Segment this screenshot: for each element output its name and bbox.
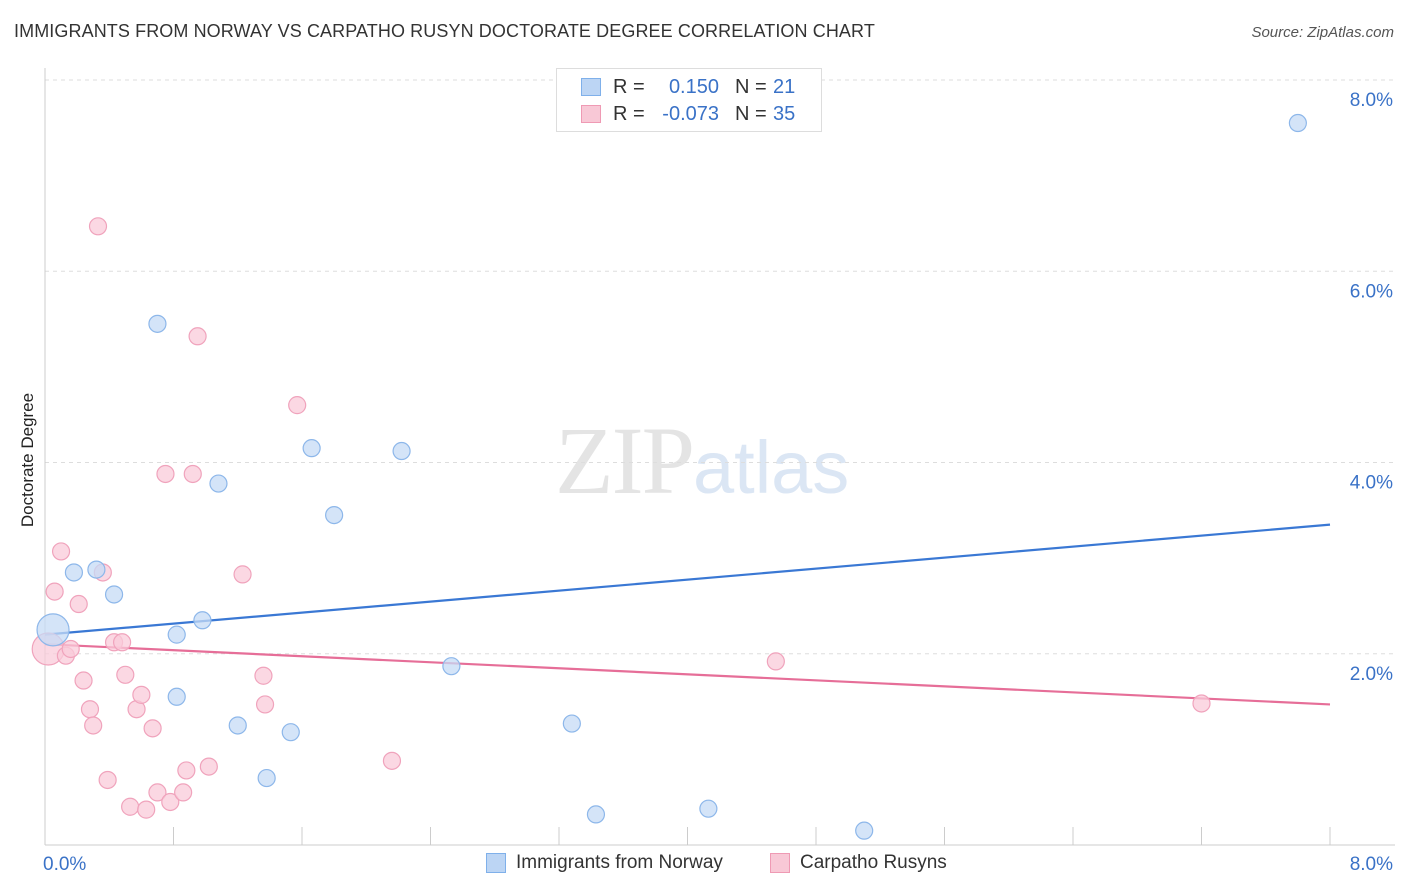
data-point (442, 657, 461, 676)
data-point (45, 582, 64, 601)
data-point (209, 474, 228, 493)
data-point (161, 792, 180, 812)
data-point (80, 700, 100, 719)
watermark-atlas: atlas (693, 426, 850, 509)
data-point (302, 439, 321, 458)
data-point (148, 314, 167, 333)
data-point (177, 761, 196, 780)
data-point (254, 666, 273, 685)
data-point (167, 687, 186, 706)
data-point (51, 542, 71, 561)
legend-n-value: 35 (773, 102, 796, 125)
data-point (84, 716, 103, 735)
correlation-legend: R = 0.150 N = 21 R = -0.073 N = 35 (556, 68, 822, 132)
trend-layer (44, 523, 1331, 706)
data-point (1192, 694, 1211, 713)
watermark-zip: ZIP (555, 407, 695, 514)
data-point (137, 800, 156, 819)
x-tick-label: 8.0% (1350, 854, 1393, 875)
data-point (112, 633, 132, 652)
legend-row-norway: R = 0.150 N = 21 (581, 76, 795, 98)
data-point (1288, 113, 1307, 133)
data-point (257, 768, 276, 788)
data-point (167, 625, 186, 644)
trend-line (44, 643, 1331, 706)
y-tick-label: 4.0% (1350, 473, 1393, 494)
legend-r-value: 0.150 (668, 75, 719, 98)
data-point (228, 716, 247, 735)
legend-swatch-norway (486, 853, 506, 873)
data-point (193, 611, 212, 630)
y-tick-label: 8.0% (1350, 90, 1393, 111)
data-point (855, 821, 874, 840)
legend-row-rusyn: R = -0.073 N = 35 (581, 103, 795, 125)
data-point (766, 652, 785, 671)
data-point (562, 714, 581, 733)
legend-series-name: Carpatho Rusyns (800, 852, 947, 873)
data-point (188, 327, 207, 346)
data-point (183, 464, 202, 484)
legend-r-label: R = (613, 102, 645, 125)
data-point (87, 560, 106, 579)
data-point (143, 719, 162, 738)
legend-r-label: R = (613, 75, 645, 98)
data-point (156, 464, 175, 484)
data-point (64, 563, 84, 582)
label-layer: 2.0% 4.0% 6.0% 8.0% 0.0% 8.0% (43, 90, 1393, 875)
data-point (61, 639, 80, 659)
watermark: ZIPatlas (555, 405, 849, 516)
data-point (88, 217, 108, 236)
data-point (98, 770, 117, 790)
source-label: Source: ZipAtlas.com (1251, 24, 1394, 41)
legend-n-value: 21 (773, 75, 796, 98)
data-point (116, 665, 135, 684)
legend-swatch-norway (581, 78, 601, 96)
legend-swatch-rusyn (770, 853, 790, 873)
y-tick-label: 2.0% (1350, 664, 1393, 685)
data-point (255, 695, 275, 714)
data-point (132, 685, 151, 704)
legend-series-name: Immigrants from Norway (516, 852, 723, 873)
data-point (121, 797, 140, 816)
data-point (281, 723, 300, 742)
series-legend-rusyn[interactable]: Carpatho Rusyns (770, 852, 947, 874)
y-tick-label: 6.0% (1350, 281, 1393, 302)
axis-layer (44, 68, 1395, 846)
point-layer (31, 113, 1307, 840)
data-point (148, 783, 167, 802)
data-point (174, 783, 193, 802)
legend-swatch-rusyn (581, 105, 601, 123)
data-point (699, 799, 718, 818)
data-point (69, 594, 88, 614)
legend-n-label: N = (735, 75, 767, 98)
legend-r-value: -0.073 (662, 102, 719, 125)
x-tick-label: 0.0% (43, 854, 86, 875)
trend-line (44, 523, 1331, 636)
data-point (104, 585, 124, 604)
chart-title: IMMIGRANTS FROM NORWAY VS CARPATHO RUSYN… (14, 21, 875, 41)
data-point (199, 757, 218, 776)
data-point (325, 505, 344, 525)
series-legend-norway[interactable]: Immigrants from Norway (486, 852, 723, 874)
data-point (586, 805, 606, 824)
legend-n-label: N = (735, 102, 767, 125)
data-point (288, 396, 307, 415)
data-point (36, 613, 70, 647)
data-point (74, 671, 93, 690)
data-point (382, 751, 402, 770)
data-point (392, 441, 411, 461)
data-point (233, 565, 252, 584)
